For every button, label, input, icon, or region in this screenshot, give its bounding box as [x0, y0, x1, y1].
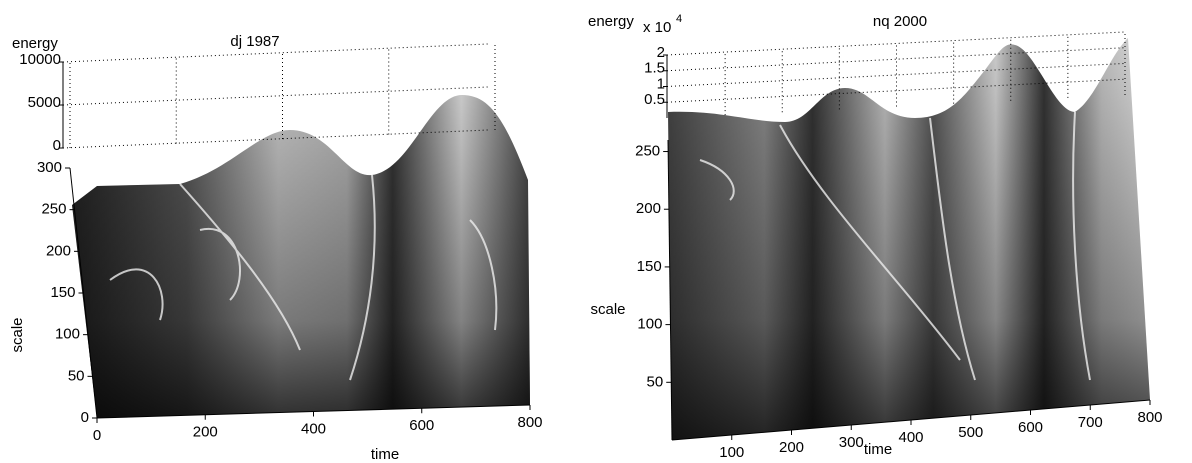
x-axis-label: time	[864, 441, 892, 458]
z-multiplier: x 10	[643, 19, 671, 36]
grid-line	[666, 78, 1125, 103]
x-tick-label: 600	[409, 417, 434, 434]
grid-line	[666, 31, 1125, 56]
y-tick-label: 0	[81, 409, 89, 426]
x-tick-label: 100	[719, 444, 744, 461]
x-tick-label: 800	[1137, 409, 1162, 426]
z-tick-label: 2	[657, 44, 665, 61]
y-tick-label: 150	[50, 284, 75, 301]
grid-line	[62, 43, 489, 63]
y-tick-label: 100	[637, 316, 662, 333]
y-axis	[667, 139, 673, 441]
x-tick-label: 500	[958, 424, 983, 441]
y-tick-label: 250	[41, 201, 66, 218]
x-tick-label: 400	[301, 420, 326, 437]
y-axis-label: scale	[9, 317, 26, 352]
x-tick-label: 800	[517, 414, 542, 431]
x-axis-label: time	[371, 446, 399, 463]
surface-right	[668, 38, 1150, 440]
y-tick-label: 200	[636, 200, 661, 217]
axes: 0 200 400 600 800050100150200250300050001000…	[9, 13, 1163, 463]
surface-left	[72, 95, 530, 418]
x-tick-label: 400	[898, 429, 923, 446]
y-tick-label: 250	[635, 143, 660, 160]
x-tick-label: 600	[1018, 419, 1043, 436]
z-tick-label: 1.5	[644, 60, 665, 77]
x-tick-label: 300	[839, 434, 864, 451]
y-axis-label: scale	[590, 301, 625, 318]
z-axis-label: energy	[12, 35, 58, 52]
grid-line	[666, 47, 1125, 72]
x-tick-label: 0	[93, 427, 101, 444]
chart-title: nq 2000	[873, 13, 927, 30]
y-tick-label: 100	[55, 326, 80, 343]
x-tick-label: 200	[779, 439, 804, 456]
grid-line	[62, 86, 489, 106]
x-tick-label: 200	[193, 424, 218, 441]
z-tick-label: 1	[657, 75, 665, 92]
z-tick-label: 0.5	[644, 91, 665, 108]
y-tick-label: 300	[37, 159, 62, 176]
grid-line	[666, 63, 1125, 87]
x-tick-label: 700	[1078, 414, 1103, 431]
chart-title: dj 1987	[230, 33, 279, 50]
y-tick-label: 200	[46, 242, 71, 259]
grid-line	[62, 129, 489, 149]
z-multiplier-exponent: 4	[676, 13, 682, 25]
z-axis-label: energy	[588, 13, 634, 30]
y-tick-label: 50	[68, 367, 85, 384]
y-tick-label: 150	[637, 258, 662, 275]
z-tick-label: 10000	[19, 51, 61, 68]
z-tick-label: 0	[53, 137, 61, 154]
y-tick-label: 50	[647, 373, 664, 390]
z-tick-label: 5000	[28, 94, 61, 111]
